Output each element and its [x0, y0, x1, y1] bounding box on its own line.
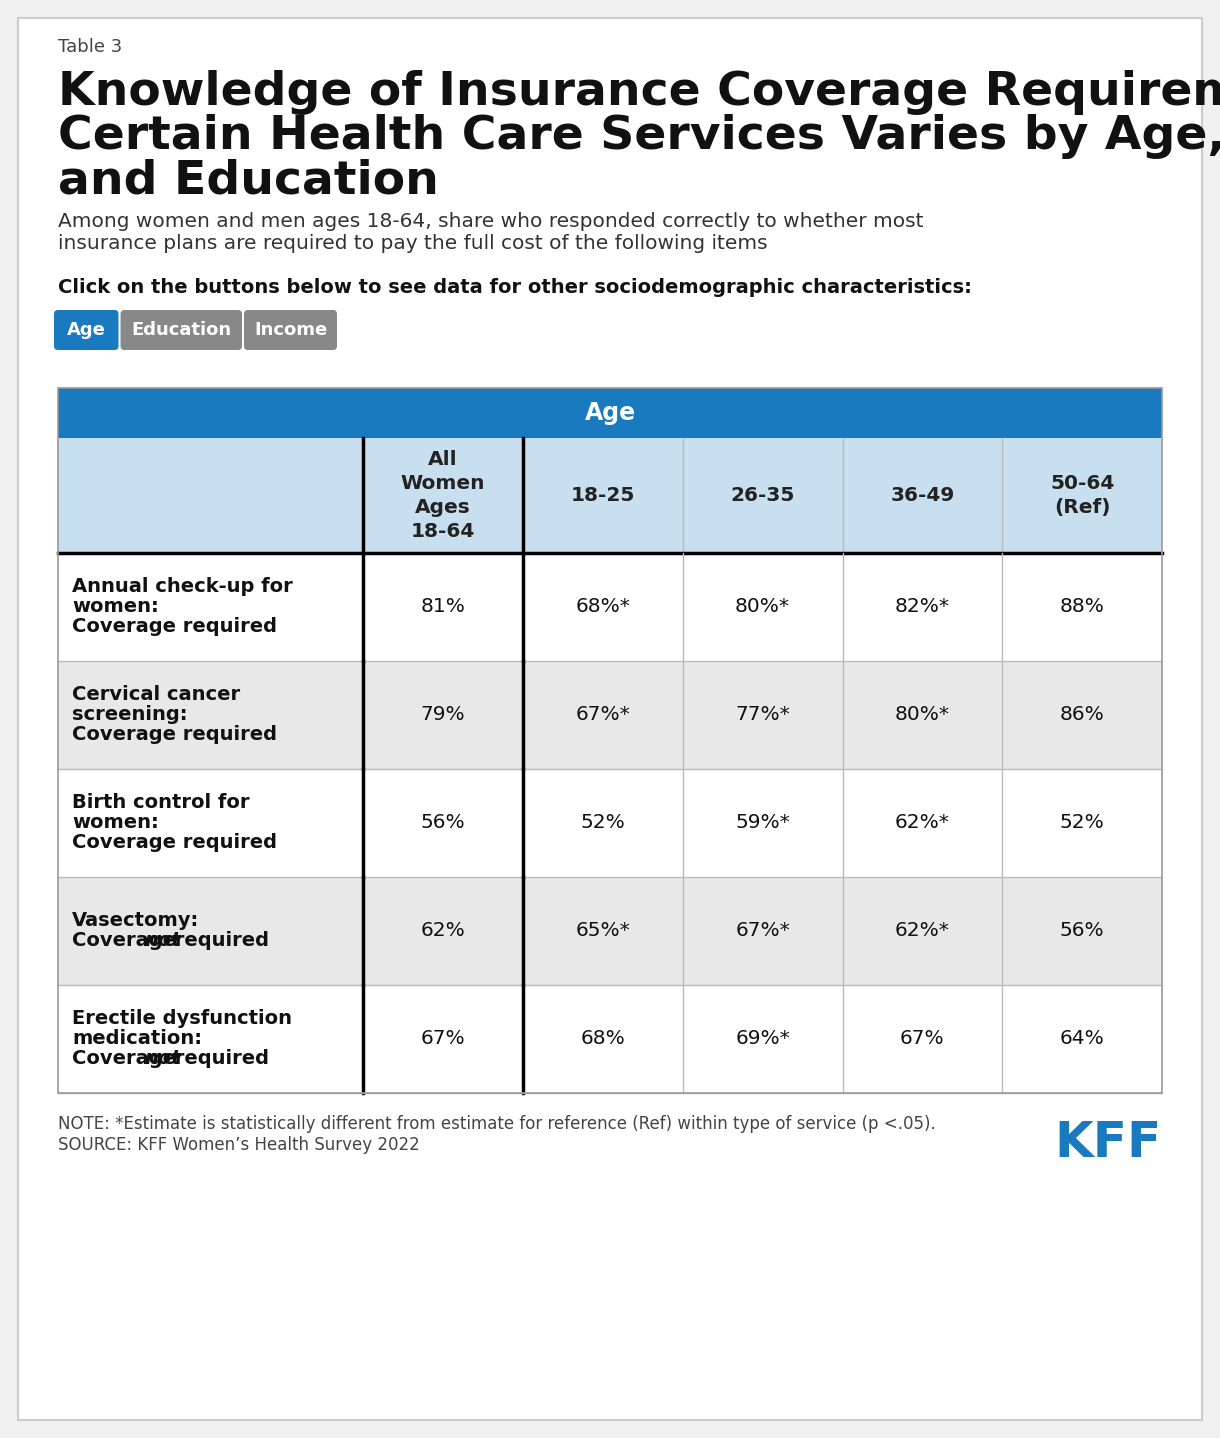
- Text: Income: Income: [254, 321, 327, 339]
- Text: not: not: [144, 932, 181, 951]
- Text: Knowledge of Insurance Coverage Requirements for: Knowledge of Insurance Coverage Requirem…: [59, 70, 1220, 115]
- Text: and Education: and Education: [59, 158, 439, 203]
- Text: 68%: 68%: [581, 1030, 625, 1048]
- Text: Erectile dysfunction: Erectile dysfunction: [72, 1009, 292, 1028]
- Text: Birth control for: Birth control for: [72, 794, 250, 812]
- Text: Annual check-up for: Annual check-up for: [72, 578, 293, 597]
- Bar: [59, 388, 1161, 439]
- Text: Certain Health Care Services Varies by Age, Income,: Certain Health Care Services Varies by A…: [59, 114, 1220, 160]
- Bar: [59, 554, 1161, 661]
- Text: 86%: 86%: [1060, 706, 1104, 725]
- Text: SOURCE: KFF Women’s Health Survey 2022: SOURCE: KFF Women’s Health Survey 2022: [59, 1136, 420, 1155]
- Text: women:: women:: [72, 598, 159, 617]
- Text: required: required: [168, 932, 268, 951]
- Text: 65%*: 65%*: [576, 922, 631, 940]
- Text: 79%: 79%: [421, 706, 465, 725]
- Text: 67%: 67%: [421, 1030, 465, 1048]
- Text: 67%*: 67%*: [576, 706, 631, 725]
- Text: 77%*: 77%*: [736, 706, 791, 725]
- Text: 67%: 67%: [900, 1030, 944, 1048]
- Text: 81%: 81%: [421, 598, 466, 617]
- Text: 88%: 88%: [1060, 598, 1104, 617]
- Text: 64%: 64%: [1060, 1030, 1104, 1048]
- Text: Coverage required: Coverage required: [72, 617, 277, 637]
- FancyBboxPatch shape: [121, 311, 242, 349]
- Bar: [59, 877, 1161, 985]
- Text: All
Women
Ages
18-64: All Women Ages 18-64: [400, 450, 486, 541]
- Text: 50-64
(Ref): 50-64 (Ref): [1050, 475, 1114, 518]
- Bar: [59, 985, 1161, 1093]
- Text: Cervical cancer: Cervical cancer: [72, 686, 240, 705]
- Text: 69%*: 69%*: [736, 1030, 791, 1048]
- Text: 62%*: 62%*: [895, 814, 950, 833]
- Text: Age: Age: [67, 321, 106, 339]
- Text: not: not: [144, 1050, 181, 1068]
- Text: Coverage required: Coverage required: [72, 726, 277, 745]
- Text: women:: women:: [72, 814, 159, 833]
- Text: 52%: 52%: [1060, 814, 1104, 833]
- Text: Among women and men ages 18-64, share who responded correctly to whether most: Among women and men ages 18-64, share wh…: [59, 211, 924, 232]
- Text: 26-35: 26-35: [731, 486, 794, 505]
- Text: NOTE: *Estimate is statistically different from estimate for reference (Ref) wit: NOTE: *Estimate is statistically differe…: [59, 1114, 936, 1133]
- Text: medication:: medication:: [72, 1030, 203, 1048]
- Text: Coverage required: Coverage required: [72, 834, 277, 853]
- FancyBboxPatch shape: [54, 311, 118, 349]
- Text: Click on the buttons below to see data for other sociodemographic characteristic: Click on the buttons below to see data f…: [59, 278, 972, 298]
- Bar: [59, 439, 1161, 554]
- Text: 56%: 56%: [421, 814, 465, 833]
- Text: Coverage: Coverage: [72, 932, 183, 951]
- Text: insurance plans are required to pay the full cost of the following items: insurance plans are required to pay the …: [59, 234, 767, 253]
- Text: Education: Education: [132, 321, 232, 339]
- Text: 52%: 52%: [581, 814, 625, 833]
- Text: 68%*: 68%*: [576, 598, 631, 617]
- Text: 59%*: 59%*: [736, 814, 791, 833]
- Text: 67%*: 67%*: [736, 922, 791, 940]
- Text: 62%*: 62%*: [895, 922, 950, 940]
- Text: 56%: 56%: [1060, 922, 1104, 940]
- Text: Vasectomy:: Vasectomy:: [72, 912, 199, 930]
- FancyBboxPatch shape: [244, 311, 337, 349]
- Text: 80%*: 80%*: [736, 598, 791, 617]
- Text: 80%*: 80%*: [895, 706, 950, 725]
- Text: 18-25: 18-25: [571, 486, 636, 505]
- Bar: [59, 388, 1161, 1093]
- Text: Coverage: Coverage: [72, 1050, 183, 1068]
- Text: screening:: screening:: [72, 706, 188, 725]
- Text: 82%*: 82%*: [895, 598, 950, 617]
- Text: KFF: KFF: [1055, 1119, 1161, 1168]
- Bar: [59, 661, 1161, 769]
- Text: 36-49: 36-49: [891, 486, 954, 505]
- Text: Table 3: Table 3: [59, 37, 122, 56]
- Text: required: required: [168, 1050, 268, 1068]
- Text: 62%: 62%: [421, 922, 465, 940]
- Text: Age: Age: [584, 401, 636, 426]
- Bar: [59, 769, 1161, 877]
